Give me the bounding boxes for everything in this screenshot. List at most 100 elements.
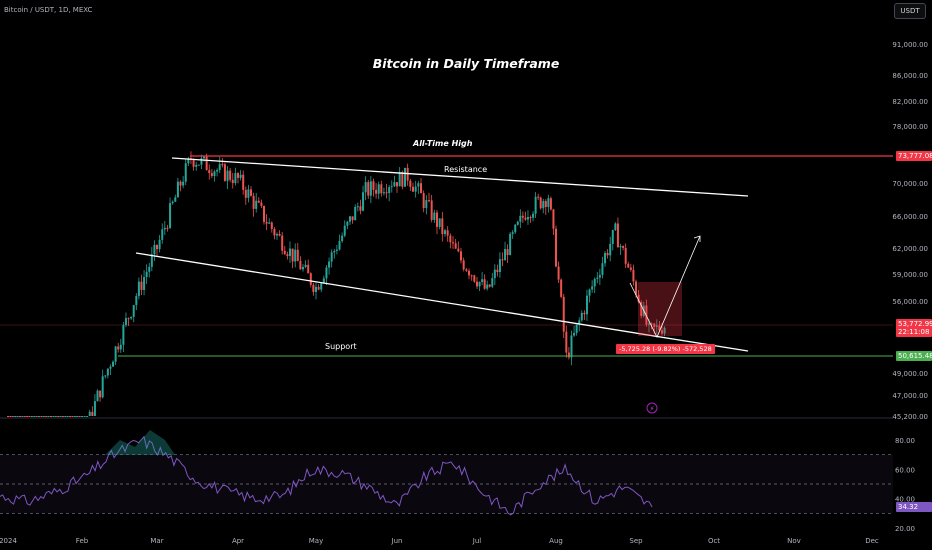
y-tick-label: 47,000.00 bbox=[892, 392, 928, 400]
candle-body bbox=[161, 229, 164, 240]
flash-icon-glyph: ⚡ bbox=[650, 405, 655, 413]
candle-body bbox=[346, 221, 349, 226]
candle-body bbox=[242, 174, 245, 190]
candle-body bbox=[532, 213, 535, 218]
candle-body bbox=[278, 234, 281, 236]
candle-body bbox=[624, 247, 627, 264]
candle-body bbox=[322, 278, 325, 284]
candle-body bbox=[247, 189, 250, 198]
candle-body bbox=[534, 196, 537, 214]
candle-body bbox=[441, 218, 444, 235]
candle-body bbox=[573, 333, 576, 336]
candle-body bbox=[127, 318, 130, 320]
x-tick-label: Feb bbox=[76, 537, 89, 545]
candle-body bbox=[552, 209, 555, 229]
x-tick-label: Jun bbox=[391, 537, 403, 545]
candle-body bbox=[317, 286, 320, 290]
candle-body bbox=[182, 181, 185, 186]
candle-body bbox=[637, 294, 640, 303]
candle-body bbox=[166, 227, 169, 229]
candle-body bbox=[21, 416, 24, 417]
candle-body bbox=[529, 217, 532, 219]
candle-body bbox=[307, 264, 310, 274]
candle-body bbox=[91, 411, 94, 416]
candle-body bbox=[101, 376, 104, 398]
candle-body bbox=[69, 416, 72, 417]
candle-body bbox=[268, 222, 271, 224]
candle-body bbox=[192, 159, 195, 167]
candle-body bbox=[294, 249, 297, 262]
candle-body bbox=[496, 269, 499, 273]
candle-body bbox=[382, 192, 385, 194]
candle-body bbox=[145, 271, 148, 278]
candle-body bbox=[614, 223, 617, 231]
candle-body bbox=[117, 346, 120, 350]
candle-body bbox=[404, 167, 406, 187]
currency-button[interactable]: USDT bbox=[894, 3, 926, 19]
candle-body bbox=[385, 192, 388, 194]
y-tick-label: 70,000.00 bbox=[892, 180, 928, 188]
candle-body bbox=[575, 324, 578, 334]
candle-body bbox=[35, 416, 38, 417]
candle-body bbox=[137, 281, 140, 297]
candle-body bbox=[396, 182, 398, 187]
candle-body bbox=[519, 215, 522, 222]
candle-body bbox=[208, 170, 211, 174]
candle-body bbox=[486, 284, 489, 289]
candle-body bbox=[54, 416, 57, 417]
candle-body bbox=[420, 183, 422, 194]
candle-body bbox=[498, 259, 501, 273]
y-tick-label: 62,000.00 bbox=[892, 245, 928, 253]
candle-body bbox=[33, 416, 36, 417]
price-range-zone bbox=[638, 282, 682, 336]
candle-body bbox=[481, 279, 484, 282]
support-price-tag: 50,615.48 bbox=[896, 351, 932, 361]
y-tick-label: 78,000.00 bbox=[892, 123, 928, 131]
candle-body bbox=[468, 270, 470, 276]
x-tick-label: Oct bbox=[708, 537, 720, 545]
candle-body bbox=[265, 221, 268, 224]
candle-body bbox=[438, 218, 441, 227]
candle-body bbox=[239, 174, 242, 178]
x-tick-label: 2024 bbox=[0, 537, 17, 545]
candle-body bbox=[49, 416, 52, 417]
candle-body bbox=[221, 164, 224, 166]
candle-body bbox=[286, 254, 289, 257]
candle-body bbox=[260, 202, 263, 206]
y-tick-label: 45,200.00 bbox=[892, 413, 928, 421]
candle-body bbox=[195, 164, 198, 167]
rsi-y-tick-label: 40.00 bbox=[895, 496, 915, 504]
candle-body bbox=[52, 416, 55, 417]
candle-body bbox=[425, 200, 428, 209]
candle-body bbox=[648, 323, 650, 325]
candle-body bbox=[174, 197, 177, 202]
rsi-y-tick-label: 20.00 bbox=[895, 525, 915, 533]
candle-body bbox=[99, 390, 102, 398]
candle-body bbox=[223, 164, 226, 181]
candle-body bbox=[184, 163, 187, 182]
candle-body bbox=[393, 182, 396, 187]
candle-body bbox=[409, 180, 412, 187]
candle-body bbox=[516, 221, 519, 225]
rsi-value-tag: 34.32 bbox=[896, 502, 932, 512]
candle-body bbox=[372, 181, 375, 190]
candle-body bbox=[478, 281, 481, 287]
candle-body bbox=[483, 279, 486, 289]
candle-body bbox=[351, 216, 354, 221]
resistance-label: Resistance bbox=[444, 165, 488, 174]
candle-body bbox=[359, 206, 362, 211]
candle-body bbox=[234, 173, 237, 184]
candle-body bbox=[509, 233, 512, 256]
candle-body bbox=[270, 222, 273, 229]
symbol-label[interactable]: Bitcoin / USDT, 1D, MEXC bbox=[4, 6, 93, 14]
candle-body bbox=[205, 156, 208, 171]
candle-body bbox=[64, 416, 67, 417]
candle-body bbox=[11, 416, 14, 417]
candle-body bbox=[86, 416, 89, 417]
candle-body bbox=[124, 318, 127, 325]
candle-body bbox=[218, 164, 221, 171]
candle-body bbox=[140, 281, 143, 290]
candle-body bbox=[460, 251, 462, 261]
candle-body bbox=[506, 249, 509, 256]
